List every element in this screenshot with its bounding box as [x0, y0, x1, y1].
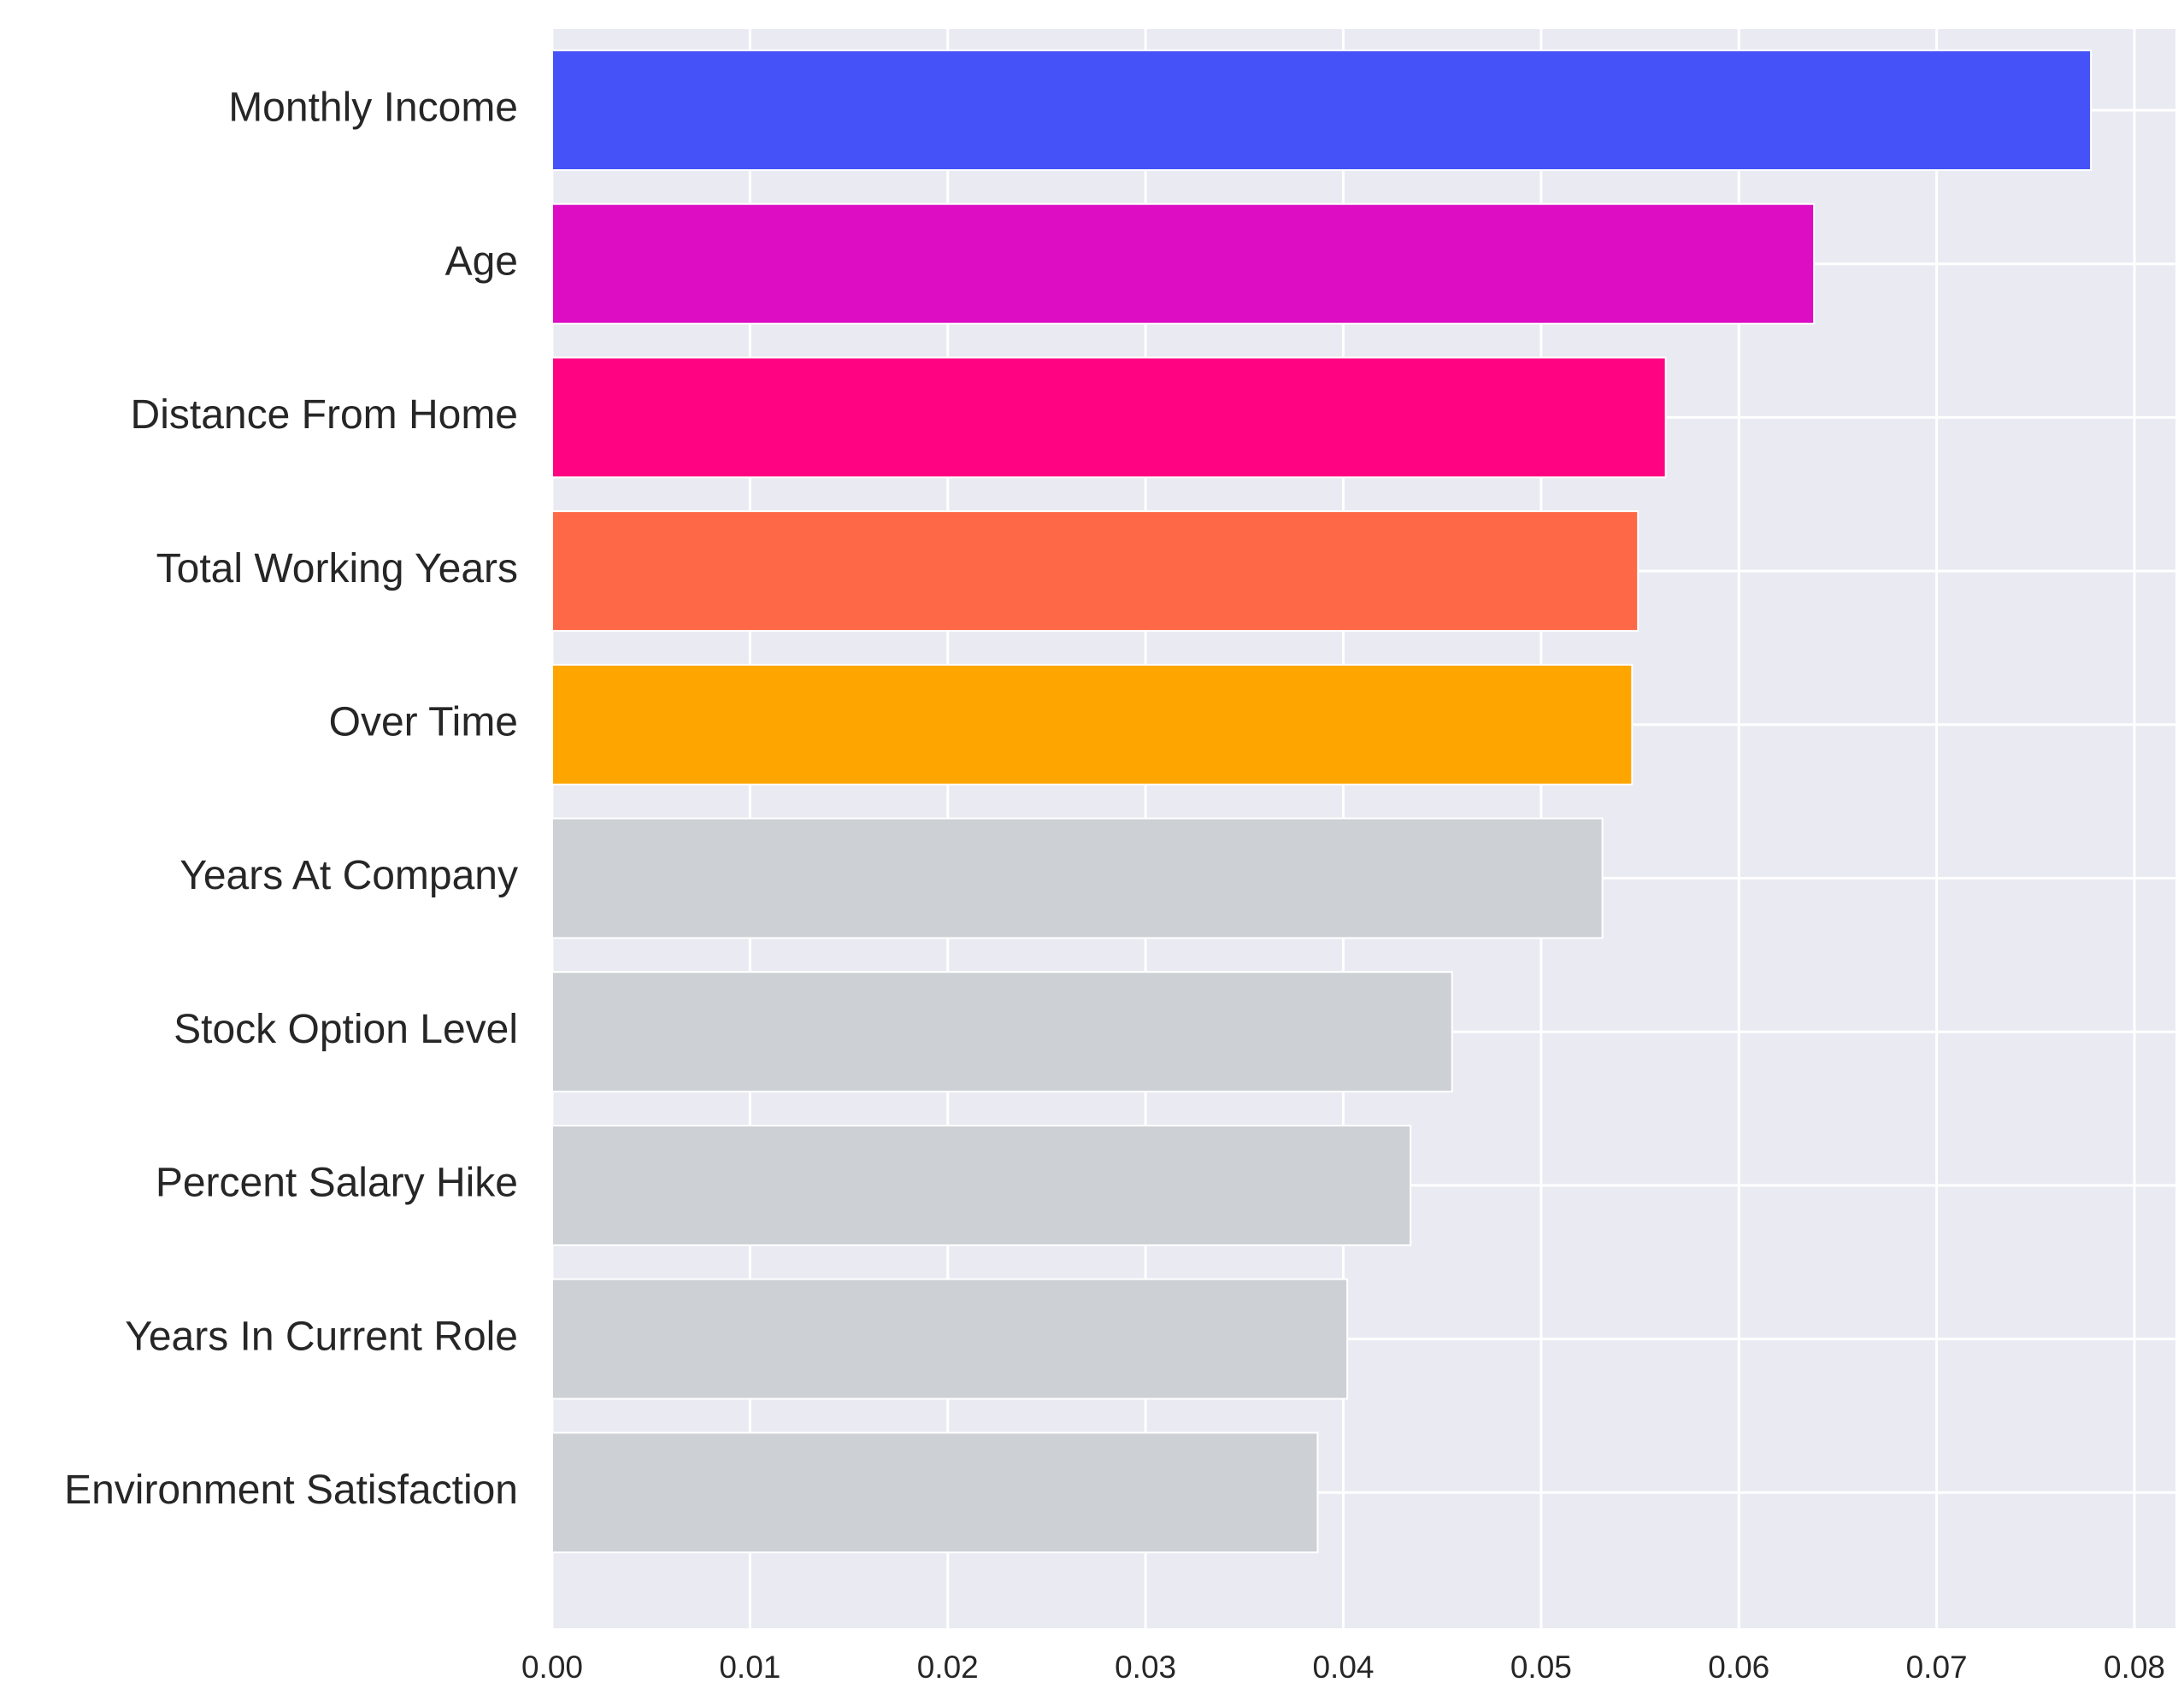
bar-monthly-income [551, 50, 2093, 171]
x-tick-label: 0.07 [1906, 1650, 1968, 1685]
y-tick-label: Stock Option Level [174, 1007, 518, 1052]
x-tick-label: 0.00 [521, 1650, 583, 1685]
y-tick-label: Distance From Home [131, 392, 518, 438]
bar-years-at-company [551, 817, 1604, 939]
x-tick-label: 0.02 [917, 1650, 979, 1685]
y-tick-label: Over Time [329, 699, 518, 744]
x-tick-label: 0.01 [719, 1650, 780, 1685]
x-tick-label: 0.05 [1510, 1650, 1572, 1685]
bar-age [551, 203, 1816, 325]
bar-years-in-current-role [551, 1278, 1349, 1400]
x-tick-label: 0.04 [1312, 1650, 1374, 1685]
y-tick-label: Total Working Years [156, 546, 518, 591]
y-tick-label: Environment Satisfaction [64, 1468, 518, 1513]
bars [551, 50, 2093, 1554]
y-tick-label: Percent Salary Hike [156, 1161, 518, 1206]
y-tick-labels: Monthly Income Age Distance From Home Total… [64, 85, 518, 1513]
y-tick-label: Monthly Income [228, 85, 518, 131]
y-tick-label: Years In Current Role [125, 1314, 518, 1359]
bar-distance-from-home [551, 356, 1667, 479]
bar-over-time [551, 663, 1634, 785]
y-tick-label: Age [445, 238, 518, 284]
y-tick-label: Years At Company [180, 853, 518, 898]
x-tick-label: 0.03 [1115, 1650, 1176, 1685]
bar-total-working-years [551, 510, 1639, 632]
x-tick-label: 0.08 [2104, 1650, 2165, 1685]
x-tick-labels: 0.00 0.01 0.02 0.03 0.04 0.05 0.06 0.07 0.08 [521, 1650, 2165, 1685]
bar-percent-salary-hike [551, 1124, 1412, 1246]
bar-stock-option-level [551, 971, 1453, 1093]
x-tick-label: 0.06 [1708, 1650, 1769, 1685]
bar-environment-satisfaction [551, 1432, 1319, 1554]
